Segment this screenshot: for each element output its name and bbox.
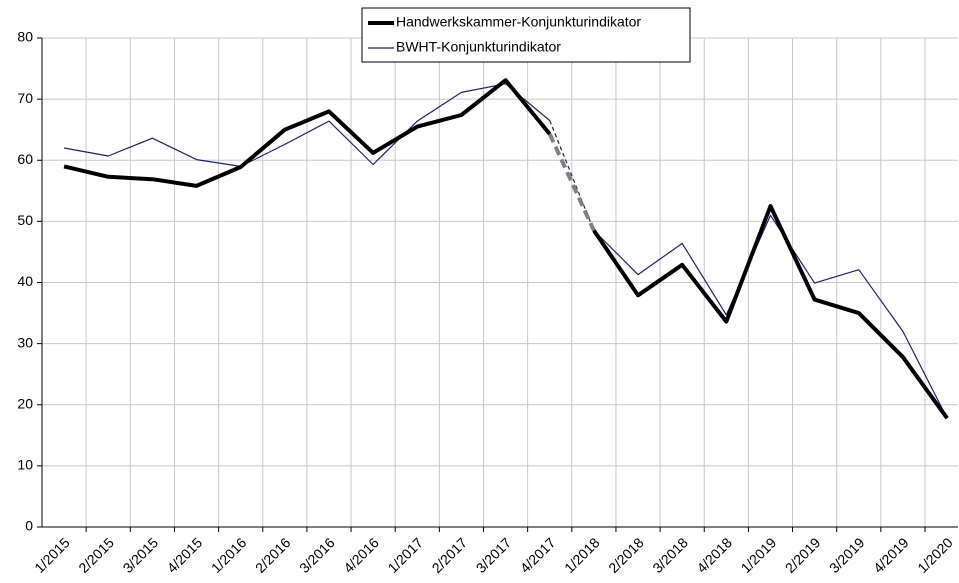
y-tick-label: 60 (17, 151, 33, 167)
x-tick-label: 3/2016 (296, 534, 338, 576)
x-tick-label: 3/2015 (120, 534, 162, 576)
x-tick-label: 4/2016 (340, 534, 382, 576)
x-tick-label: 3/2019 (826, 534, 868, 576)
x-tick-label: 1/2018 (561, 534, 603, 576)
x-tick-label: 1/2016 (208, 534, 250, 576)
y-tick-label: 80 (17, 29, 33, 45)
x-tick-label: 3/2018 (649, 534, 691, 576)
x-tick-label: 1/2015 (31, 534, 73, 576)
y-tick-label: 40 (17, 273, 33, 289)
y-tick-label: 30 (17, 334, 33, 350)
y-tick-label: 10 (17, 457, 33, 473)
x-tick-label: 2/2016 (252, 534, 294, 576)
x-tick-label: 4/2017 (517, 534, 559, 576)
x-tick-label: 4/2019 (870, 534, 912, 576)
x-tick-label: 2/2019 (782, 534, 824, 576)
x-tick-label: 4/2015 (164, 534, 206, 576)
x-tick-label: 2/2015 (75, 534, 117, 576)
y-tick-label: 0 (25, 518, 33, 534)
x-tick-label: 1/2017 (384, 534, 426, 576)
legend-label: BWHT-Konjunkturindikator (396, 39, 561, 55)
legend-label: Handwerkskammer-Konjunkturindikator (396, 14, 641, 30)
x-tick-label: 4/2018 (693, 534, 735, 576)
legend-box (361, 7, 691, 63)
x-tick-label: 1/2020 (914, 534, 956, 576)
dashed-segment (547, 133, 596, 232)
y-tick-label: 20 (17, 395, 33, 411)
x-tick-label: 3/2017 (473, 534, 515, 576)
series-line (63, 78, 949, 420)
x-tick-label: 2/2018 (605, 534, 647, 576)
series-line (63, 83, 948, 419)
y-tick-label: 50 (17, 212, 33, 228)
x-tick-label: 1/2019 (738, 534, 780, 576)
y-tick-label: 70 (17, 90, 33, 106)
x-tick-label: 2/2017 (429, 534, 471, 576)
